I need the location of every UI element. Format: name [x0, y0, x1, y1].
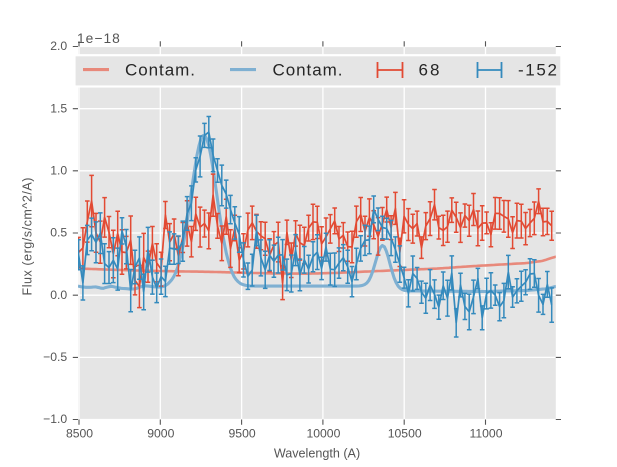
- svg-text:9500: 9500: [229, 426, 256, 440]
- svg-text:Flux (erg/s/cm^2/A): Flux (erg/s/cm^2/A): [21, 178, 35, 296]
- svg-text:10500: 10500: [388, 426, 422, 440]
- svg-text:68: 68: [419, 60, 441, 79]
- svg-text:Contam.: Contam.: [125, 60, 196, 79]
- svg-text:0.0: 0.0: [50, 288, 67, 302]
- svg-text:8500: 8500: [66, 426, 93, 440]
- svg-text:-152: -152: [518, 60, 558, 79]
- svg-text:11000: 11000: [470, 426, 503, 440]
- svg-text:Wavelength (A): Wavelength (A): [274, 447, 360, 461]
- svg-text:9000: 9000: [147, 426, 174, 440]
- svg-text:1e−18: 1e−18: [77, 31, 121, 46]
- svg-text:10000: 10000: [306, 426, 340, 440]
- svg-text:2.0: 2.0: [50, 39, 67, 53]
- svg-text:1.5: 1.5: [50, 101, 67, 115]
- svg-text:−0.5: −0.5: [43, 350, 67, 364]
- svg-text:Contam.: Contam.: [273, 60, 344, 79]
- svg-text:0.5: 0.5: [50, 226, 67, 240]
- svg-text:−1.0: −1.0: [43, 412, 67, 426]
- svg-text:1.0: 1.0: [50, 163, 67, 177]
